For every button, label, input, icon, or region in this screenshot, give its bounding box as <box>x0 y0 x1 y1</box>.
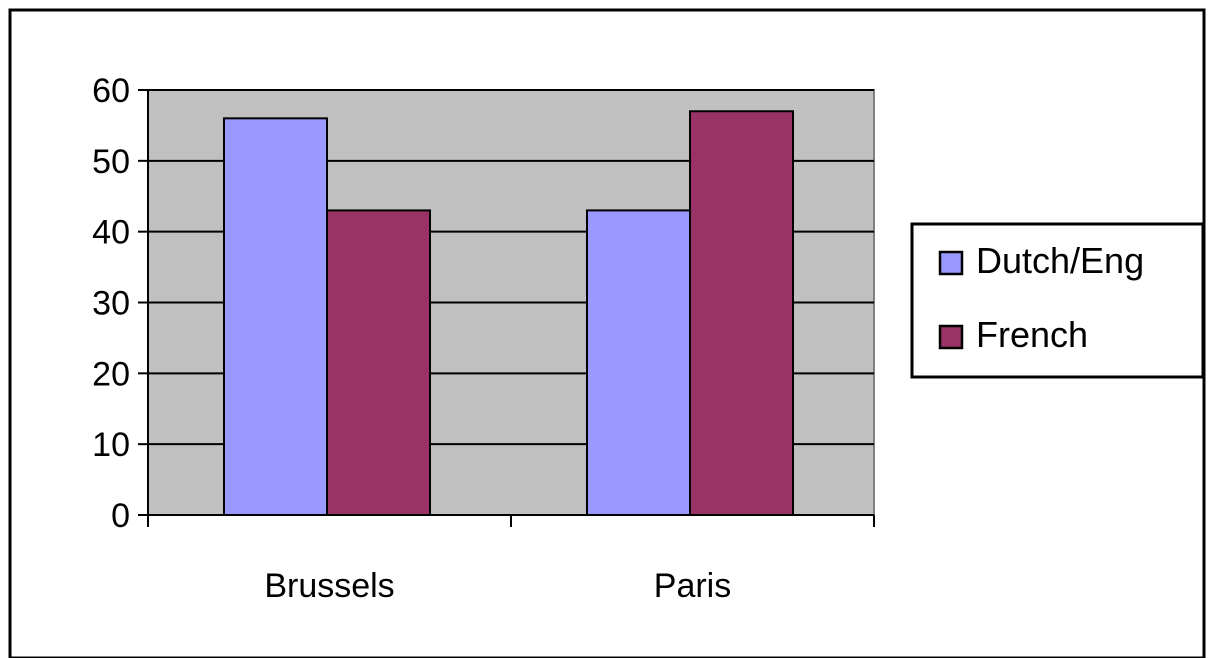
x-tick-label: Brussels <box>264 567 394 605</box>
y-tick-label: 30 <box>92 285 130 323</box>
legend-label: French <box>976 314 1088 355</box>
y-tick-label: 20 <box>92 355 130 393</box>
legend-label: Dutch/Eng <box>976 240 1144 281</box>
legend-swatch <box>938 250 964 276</box>
x-tick-label: Paris <box>654 567 731 605</box>
bar-dutch-eng-brussels <box>223 117 328 516</box>
y-tick-label: 60 <box>92 72 130 110</box>
y-tick-label: 50 <box>92 143 130 181</box>
y-tick-label: 40 <box>92 214 130 252</box>
y-tick-label: 0 <box>111 497 130 535</box>
legend: Dutch/Eng French <box>910 222 1205 379</box>
legend-swatch <box>938 324 964 350</box>
bar-french-brussels <box>326 209 431 517</box>
legend-box <box>910 222 1205 379</box>
bar-dutch-eng-paris <box>586 209 691 517</box>
bar-french-paris <box>689 110 794 516</box>
y-tick-label: 10 <box>92 426 130 464</box>
axes: 0 10 20 30 40 50 60 Brussels Paris <box>92 72 875 605</box>
